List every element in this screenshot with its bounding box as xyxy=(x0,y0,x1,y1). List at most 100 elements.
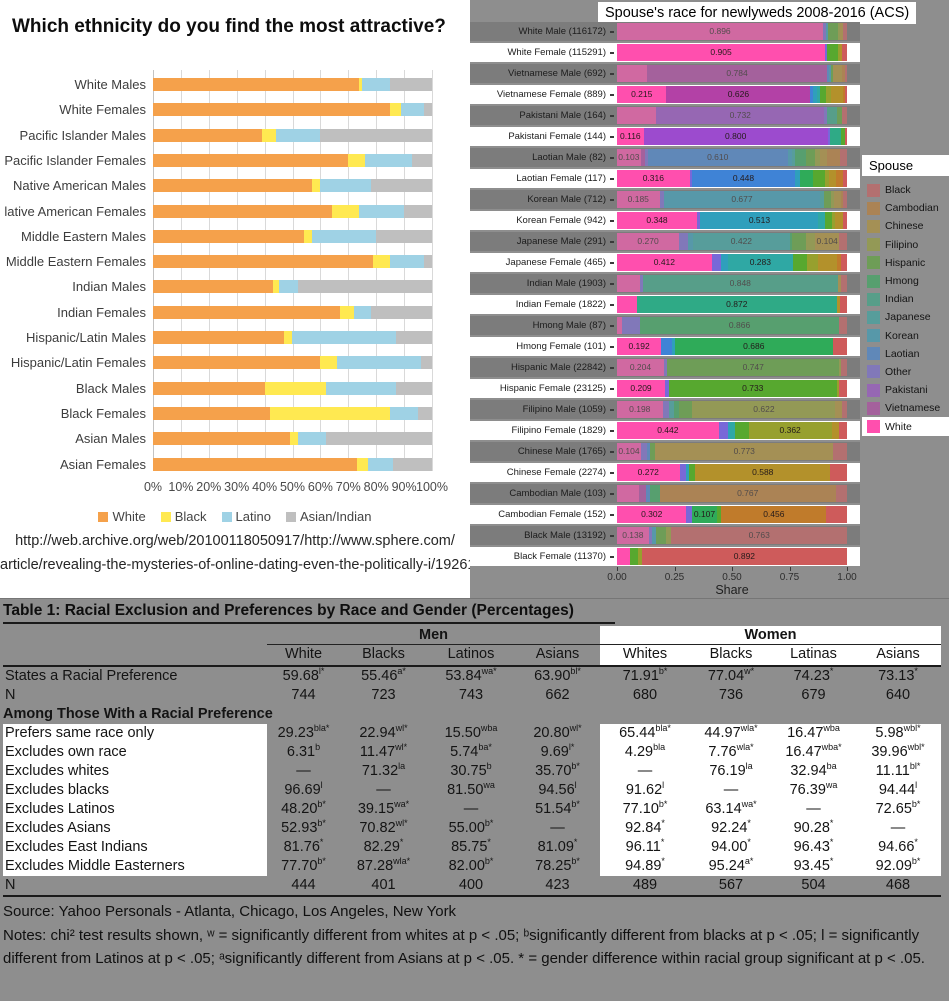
legend-title: Spouse xyxy=(862,155,949,176)
cell-superscript: l* xyxy=(318,666,325,677)
bar-segment-black xyxy=(289,432,299,446)
stacked-bar xyxy=(153,103,432,117)
bar-segment-white xyxy=(153,331,285,344)
bar-segment-black xyxy=(272,280,279,294)
bar-segment-asian-indian xyxy=(418,406,432,420)
table-cell: 5.98wbl* xyxy=(855,724,941,743)
table-cell: — xyxy=(600,762,690,781)
stacked-bar xyxy=(153,356,432,370)
bar-segment-latino xyxy=(320,179,371,193)
pakistani-swatch-icon xyxy=(867,383,880,397)
bar-segment-black xyxy=(838,422,847,439)
table-cell: 94.56l xyxy=(538,780,577,798)
bar-row: Filipino Female (1829) 0.442 0.362 xyxy=(470,420,949,441)
stacked-bar xyxy=(153,128,432,142)
cell-superscript: l* xyxy=(568,742,575,753)
column-header-spacer xyxy=(3,645,267,665)
bar-segment-white: 0.215 xyxy=(617,86,667,103)
bar-row: Pacific Islander Males xyxy=(0,123,470,148)
bar-segment-asian-indian xyxy=(395,381,432,395)
table-cell: 74.23* xyxy=(793,666,834,684)
segment-value-label: 0.732 xyxy=(729,110,751,120)
bar-segment-filipino xyxy=(831,191,834,208)
table-cell: 468 xyxy=(885,877,911,893)
bar-segment-chinese xyxy=(840,44,842,61)
bar-segment-black xyxy=(842,212,847,229)
category-label: Indian Male (1903) xyxy=(526,278,606,289)
bar-segment-asian-indian xyxy=(392,457,432,471)
bar-segment-white: 0.442 xyxy=(617,422,719,439)
bar-segment-hispanic: 0.733 xyxy=(668,380,838,397)
category-label: Filipino Male (1059) xyxy=(522,404,606,415)
bar-segment-black xyxy=(339,305,354,319)
segment-value-label: 0.209 xyxy=(630,383,652,393)
table-cell: 52.93b* xyxy=(281,818,326,836)
bar-segment-other xyxy=(718,422,728,439)
bar-row: Japanese Female (465) 0.412 0.283 xyxy=(470,252,949,273)
bar-segment-asian-indian xyxy=(423,255,432,269)
bar-segment-other xyxy=(679,233,689,250)
cell-superscript: wl* xyxy=(569,723,582,734)
cell-superscript: wla* xyxy=(740,723,758,734)
cell-superscript: * xyxy=(661,856,665,867)
table-row-label: N xyxy=(5,877,16,893)
cell-superscript: wa* xyxy=(394,799,410,810)
bar-segment-white xyxy=(153,280,273,294)
x-tick-label: 50% xyxy=(279,480,306,494)
category-label: Vietnamese Male (692) xyxy=(507,68,606,79)
segment-value-label: 0.763 xyxy=(748,530,770,540)
bar-segment-vietnamese: 0.626 xyxy=(666,86,811,103)
stacked-bar: 0.185 0.677 xyxy=(617,191,847,208)
category-label: Chinese Female (2274) xyxy=(506,467,606,478)
bar-segment-hispanic xyxy=(734,422,749,439)
category-label: Indian Females xyxy=(57,304,146,320)
bar-segment-black xyxy=(844,128,847,145)
bar-row: Chinese Male (1765) 0.104 0.773 xyxy=(470,441,949,462)
cell-superscript: * xyxy=(660,837,665,848)
segment-value-label: 0.513 xyxy=(748,215,771,225)
segment-value-label: 0.622 xyxy=(753,404,775,414)
bar-segment-white xyxy=(153,356,321,370)
table-cell: 94.66* xyxy=(855,838,941,857)
bar-segment-chinese xyxy=(820,149,827,166)
segment-value-label: 0.138 xyxy=(622,530,644,540)
bar-row: Middle Eastern Males xyxy=(0,224,470,249)
segment-value-label: 0.448 xyxy=(732,173,755,183)
bar-segment-japanese xyxy=(669,401,675,418)
bar-row: Black Females xyxy=(0,401,470,426)
bar-segment-cambodian xyxy=(842,86,845,103)
vietnamese-swatch-icon xyxy=(867,401,880,415)
legend-label: Black xyxy=(174,509,207,524)
bar-segment-white xyxy=(153,78,360,91)
cell-superscript: a* xyxy=(744,856,754,867)
stacked-bar: 0.767 xyxy=(617,485,847,502)
legend-item: Latino xyxy=(221,509,271,524)
asian-indian-swatch-icon xyxy=(285,511,296,522)
bar-segment-indian: 0.848 xyxy=(642,275,838,292)
bar-segment-hmong xyxy=(789,233,793,250)
bar-segment-white xyxy=(153,153,349,167)
category-label: Indian Female (1822) xyxy=(515,299,606,310)
table-cell: 96.69l xyxy=(284,780,323,798)
category-label: Hispanic Male (22842) xyxy=(510,362,606,373)
table-cell: 94.89* xyxy=(600,857,690,876)
bar-segment-black: 0.892 xyxy=(641,548,847,565)
bar-segment-other xyxy=(622,317,640,334)
gridline xyxy=(180,70,182,471)
cell-superscript: * xyxy=(914,666,918,677)
bar-segment-japanese xyxy=(792,149,795,166)
bar-row: White Females xyxy=(0,97,470,122)
table-cell: 39.96wbl* xyxy=(855,743,941,762)
table-cell: 489 xyxy=(632,877,658,893)
table-row-label: Prefers same race only xyxy=(3,724,267,743)
table-cell: 95.24a* xyxy=(690,857,772,876)
table-cell: 92.24* xyxy=(690,819,772,838)
table-cell: 736 xyxy=(718,687,744,703)
gridline xyxy=(236,70,238,471)
bar-segment-black: 0.763 xyxy=(671,527,847,544)
table-cell: 30.75b xyxy=(450,761,492,779)
cell-superscript: w* xyxy=(744,666,755,677)
x-tick-mark xyxy=(732,567,733,571)
category-label: Filipino Female (1829) xyxy=(511,425,606,436)
bar-segment-cambodian xyxy=(836,254,842,271)
